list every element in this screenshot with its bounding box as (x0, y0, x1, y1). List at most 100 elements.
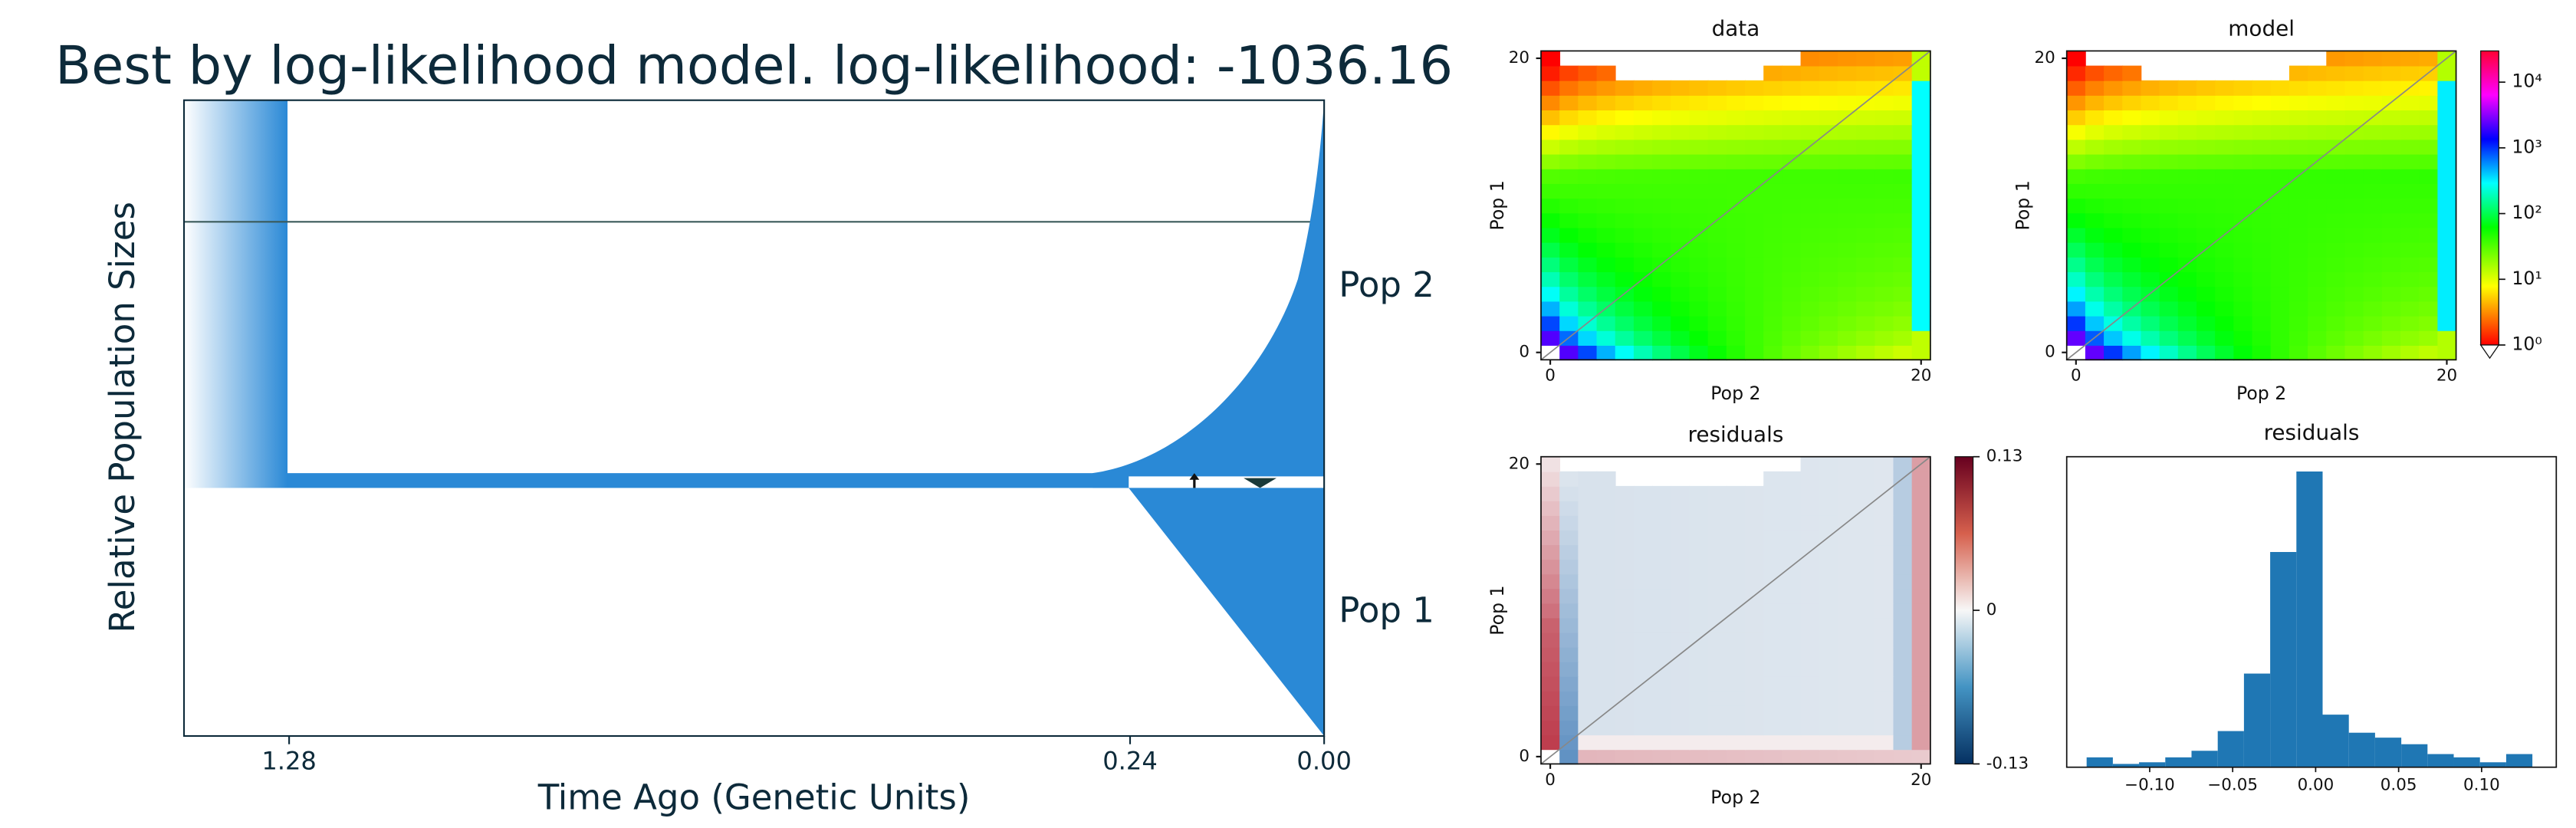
heatmap-cell (1800, 94, 1820, 111)
heatmap-cell (2344, 345, 2364, 361)
heatmap-cell (2159, 110, 2179, 126)
migration-arrow-head (1244, 478, 1276, 488)
x-tick-label: 0.00 (1296, 746, 1352, 775)
heatmap-cell (1596, 286, 1616, 302)
heatmap-cell (1911, 168, 1931, 184)
heatmap-cell (1800, 124, 1820, 140)
heatmap-cell (1578, 705, 1598, 721)
heatmap-cell (1578, 345, 1598, 361)
y-tick-label: 20 (2034, 48, 2055, 67)
heatmap-cell (1707, 94, 1727, 111)
heatmap-cell (1837, 286, 1857, 302)
heatmap-cell (2308, 345, 2328, 361)
heatmap-cell (1726, 94, 1746, 111)
heatmap-cell (1671, 691, 1691, 706)
heatmap-cell (1671, 617, 1691, 633)
heatmap-cell (1671, 345, 1691, 361)
heatmap-cell (2066, 65, 2086, 81)
heatmap-cell (1652, 198, 1672, 214)
heatmap-cell (1578, 573, 1598, 590)
heatmap-cell (1856, 124, 1876, 140)
heatmap-cell (2308, 124, 2328, 140)
heatmap-cell (2122, 65, 2142, 81)
heatmap-cell (1689, 139, 1709, 155)
heatmap-cell (2122, 242, 2142, 258)
heatmap-cell (1875, 286, 1894, 302)
heatmap-cell (1652, 530, 1672, 546)
heatmap-cell (1856, 515, 1876, 531)
heatmap-cell (1800, 286, 1820, 302)
heatmap-cell (1633, 227, 1653, 243)
heatmap-cell (2419, 183, 2439, 199)
heatmap-cell (1837, 183, 1857, 199)
heatmap-cell (1856, 227, 1876, 243)
heatmap-cell (1911, 646, 1931, 662)
heatmap-cell (1875, 315, 1894, 331)
heatmap-cell (1633, 183, 1653, 199)
heatmap-cell (2344, 168, 2364, 184)
heatmap-cell (2196, 257, 2216, 273)
heatmap-cell (2122, 345, 2142, 361)
heatmap-cell (2252, 80, 2272, 96)
heatmap-cell (1763, 257, 1783, 273)
heatmap-cell (1893, 603, 1913, 619)
pop2-branch (1092, 100, 1325, 488)
heatmap-cell (1911, 124, 1931, 140)
heatmap-cell (1745, 603, 1765, 619)
heatmap-cell (1578, 168, 1598, 184)
heatmap-cell (1726, 734, 1746, 751)
heatmap-cell (1671, 139, 1691, 155)
heatmap-cell (2381, 242, 2401, 258)
heatmap-cell (2215, 168, 2235, 184)
heatmap-cell (2363, 271, 2383, 288)
heatmap-cell (2252, 212, 2272, 228)
heatmap-cell (1559, 65, 1579, 81)
diagonal (1540, 50, 1931, 360)
heatmap-cell (1541, 227, 1561, 243)
heatmap-cell (1671, 661, 1691, 677)
heatmap-cell (1911, 573, 1931, 590)
heatmap-cell (1596, 734, 1616, 751)
heatmap-cell (2233, 271, 2253, 288)
heatmap-cell (1819, 515, 1838, 531)
heatmap-cell (1652, 271, 1672, 288)
heatmap-cell (1559, 675, 1579, 692)
heatmap-cell (1578, 301, 1598, 317)
heatmap-cell (1726, 345, 1746, 361)
heatmap-cell (1856, 749, 1876, 765)
heatmap-cell (1633, 485, 1653, 501)
heatmap-cell (1837, 301, 1857, 317)
heatmap-cell (2381, 286, 2401, 302)
heatmap-cell (2308, 271, 2328, 288)
heatmap-cell (1633, 345, 1653, 361)
heatmap-cell (1559, 198, 1579, 214)
heatmaps: data Pop 2 Pop 1 0 20 0 20 model Pop 2 Pop 1 0 20 0 2… (1487, 16, 2457, 808)
heatmap-cell (1652, 242, 1672, 258)
heatmap-cell (2066, 80, 2086, 96)
heatmap-cell (2437, 212, 2457, 228)
heatmap-cell (1578, 588, 1598, 604)
heatmap-cell (2215, 110, 2235, 126)
heatmap-cell (1837, 544, 1857, 560)
heatmap-cell (1578, 212, 1598, 228)
heatmap-cell (1875, 345, 1894, 361)
heatmap-cell (1633, 632, 1653, 648)
heatmap-cell (2308, 227, 2328, 243)
heatmap-cell (1652, 734, 1672, 751)
heatmap-cell (1875, 124, 1894, 140)
x-tick-label: 0.24 (1102, 746, 1158, 775)
heatmap-cell (1707, 530, 1727, 546)
heatmap-cell (2288, 345, 2308, 361)
heatmap-cell (2381, 330, 2401, 346)
heatmap-cell (1559, 530, 1579, 546)
heatmap-cell (1633, 734, 1653, 751)
heatmap-cell (2270, 168, 2290, 184)
heatmap-cell (2233, 315, 2253, 331)
heatmap-cell (2233, 286, 2253, 302)
heatmap-cell (1856, 51, 1876, 67)
heatmap-cell (1800, 675, 1820, 692)
heatmap-cell (2141, 257, 2160, 273)
heatmap-cell (1782, 734, 1802, 751)
heatmap-cell (1875, 500, 1894, 516)
heatmap-cell (2419, 198, 2439, 214)
